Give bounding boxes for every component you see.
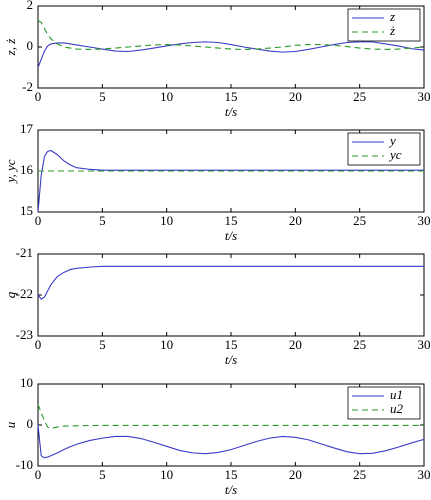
x-axis-label: t/s bbox=[225, 482, 237, 497]
x-tick-label: 20 bbox=[289, 467, 302, 482]
legend-box bbox=[347, 132, 421, 166]
x-tick-label: 10 bbox=[160, 337, 173, 352]
y-tick-label: 17 bbox=[20, 121, 34, 136]
y-axis-label: u bbox=[3, 421, 18, 428]
x-tick-label: 5 bbox=[99, 89, 106, 104]
x-tick-label: 25 bbox=[353, 89, 366, 104]
x-tick-label: 10 bbox=[160, 467, 173, 482]
y-tick-label: 0 bbox=[27, 416, 34, 431]
legend-box bbox=[347, 386, 421, 420]
y-axis-label: z, ż bbox=[3, 39, 18, 57]
x-tick-label: 25 bbox=[353, 337, 366, 352]
x-tick-label: 20 bbox=[289, 337, 302, 352]
x-tick-label: 20 bbox=[289, 89, 302, 104]
y-tick-label: 2 bbox=[27, 0, 34, 12]
plot-area bbox=[37, 253, 425, 337]
x-axis-label: t/s bbox=[225, 228, 237, 243]
x-tick-label: 25 bbox=[353, 213, 366, 228]
x-tick-label: 5 bbox=[99, 337, 106, 352]
y-tick-label: -10 bbox=[16, 457, 33, 472]
x-tick-label: 30 bbox=[418, 213, 431, 228]
y-tick-label: 15 bbox=[20, 203, 33, 218]
data-line bbox=[37, 265, 424, 300]
data-line bbox=[37, 41, 425, 68]
legend-label: ż bbox=[389, 23, 395, 38]
data-line bbox=[37, 19, 425, 51]
y-tick-label: 0 bbox=[27, 38, 34, 53]
x-tick-label: 15 bbox=[225, 337, 238, 352]
legend-label: yc bbox=[388, 147, 402, 162]
y-tick-label: -21 bbox=[16, 245, 33, 260]
y-axis-label: y, yc bbox=[3, 159, 18, 184]
x-tick-label: 0 bbox=[35, 89, 42, 104]
x-tick-label: 15 bbox=[225, 213, 238, 228]
x-tick-label: 10 bbox=[160, 213, 173, 228]
x-tick-label: 30 bbox=[418, 467, 431, 482]
x-axis-label: t/s bbox=[225, 104, 237, 119]
legend-box bbox=[347, 8, 421, 42]
y-tick-label: 10 bbox=[20, 375, 33, 390]
y-tick-label: -22 bbox=[16, 286, 33, 301]
x-tick-label: 20 bbox=[289, 213, 302, 228]
legend-label: y bbox=[388, 133, 396, 148]
x-tick-label: 15 bbox=[225, 467, 238, 482]
legend-label: u2 bbox=[390, 401, 404, 416]
y-axis-label: q bbox=[3, 291, 18, 298]
x-tick-label: 0 bbox=[35, 467, 42, 482]
x-tick-label: 5 bbox=[99, 467, 106, 482]
x-tick-label: 5 bbox=[99, 213, 106, 228]
x-tick-label: 15 bbox=[225, 89, 238, 104]
y-tick-label: -2 bbox=[22, 79, 33, 94]
x-tick-label: 0 bbox=[35, 213, 42, 228]
x-tick-label: 0 bbox=[35, 337, 42, 352]
x-tick-label: 10 bbox=[160, 89, 173, 104]
data-line bbox=[37, 149, 424, 213]
legend-label: z bbox=[389, 9, 395, 24]
x-tick-label: 30 bbox=[418, 89, 431, 104]
data-line bbox=[37, 424, 425, 459]
legend-label: u1 bbox=[390, 387, 403, 402]
y-tick-label: 16 bbox=[20, 162, 34, 177]
x-tick-label: 25 bbox=[353, 467, 366, 482]
x-axis-label: t/s bbox=[225, 352, 237, 367]
x-tick-label: 30 bbox=[418, 337, 431, 352]
y-tick-label: -23 bbox=[16, 327, 33, 342]
